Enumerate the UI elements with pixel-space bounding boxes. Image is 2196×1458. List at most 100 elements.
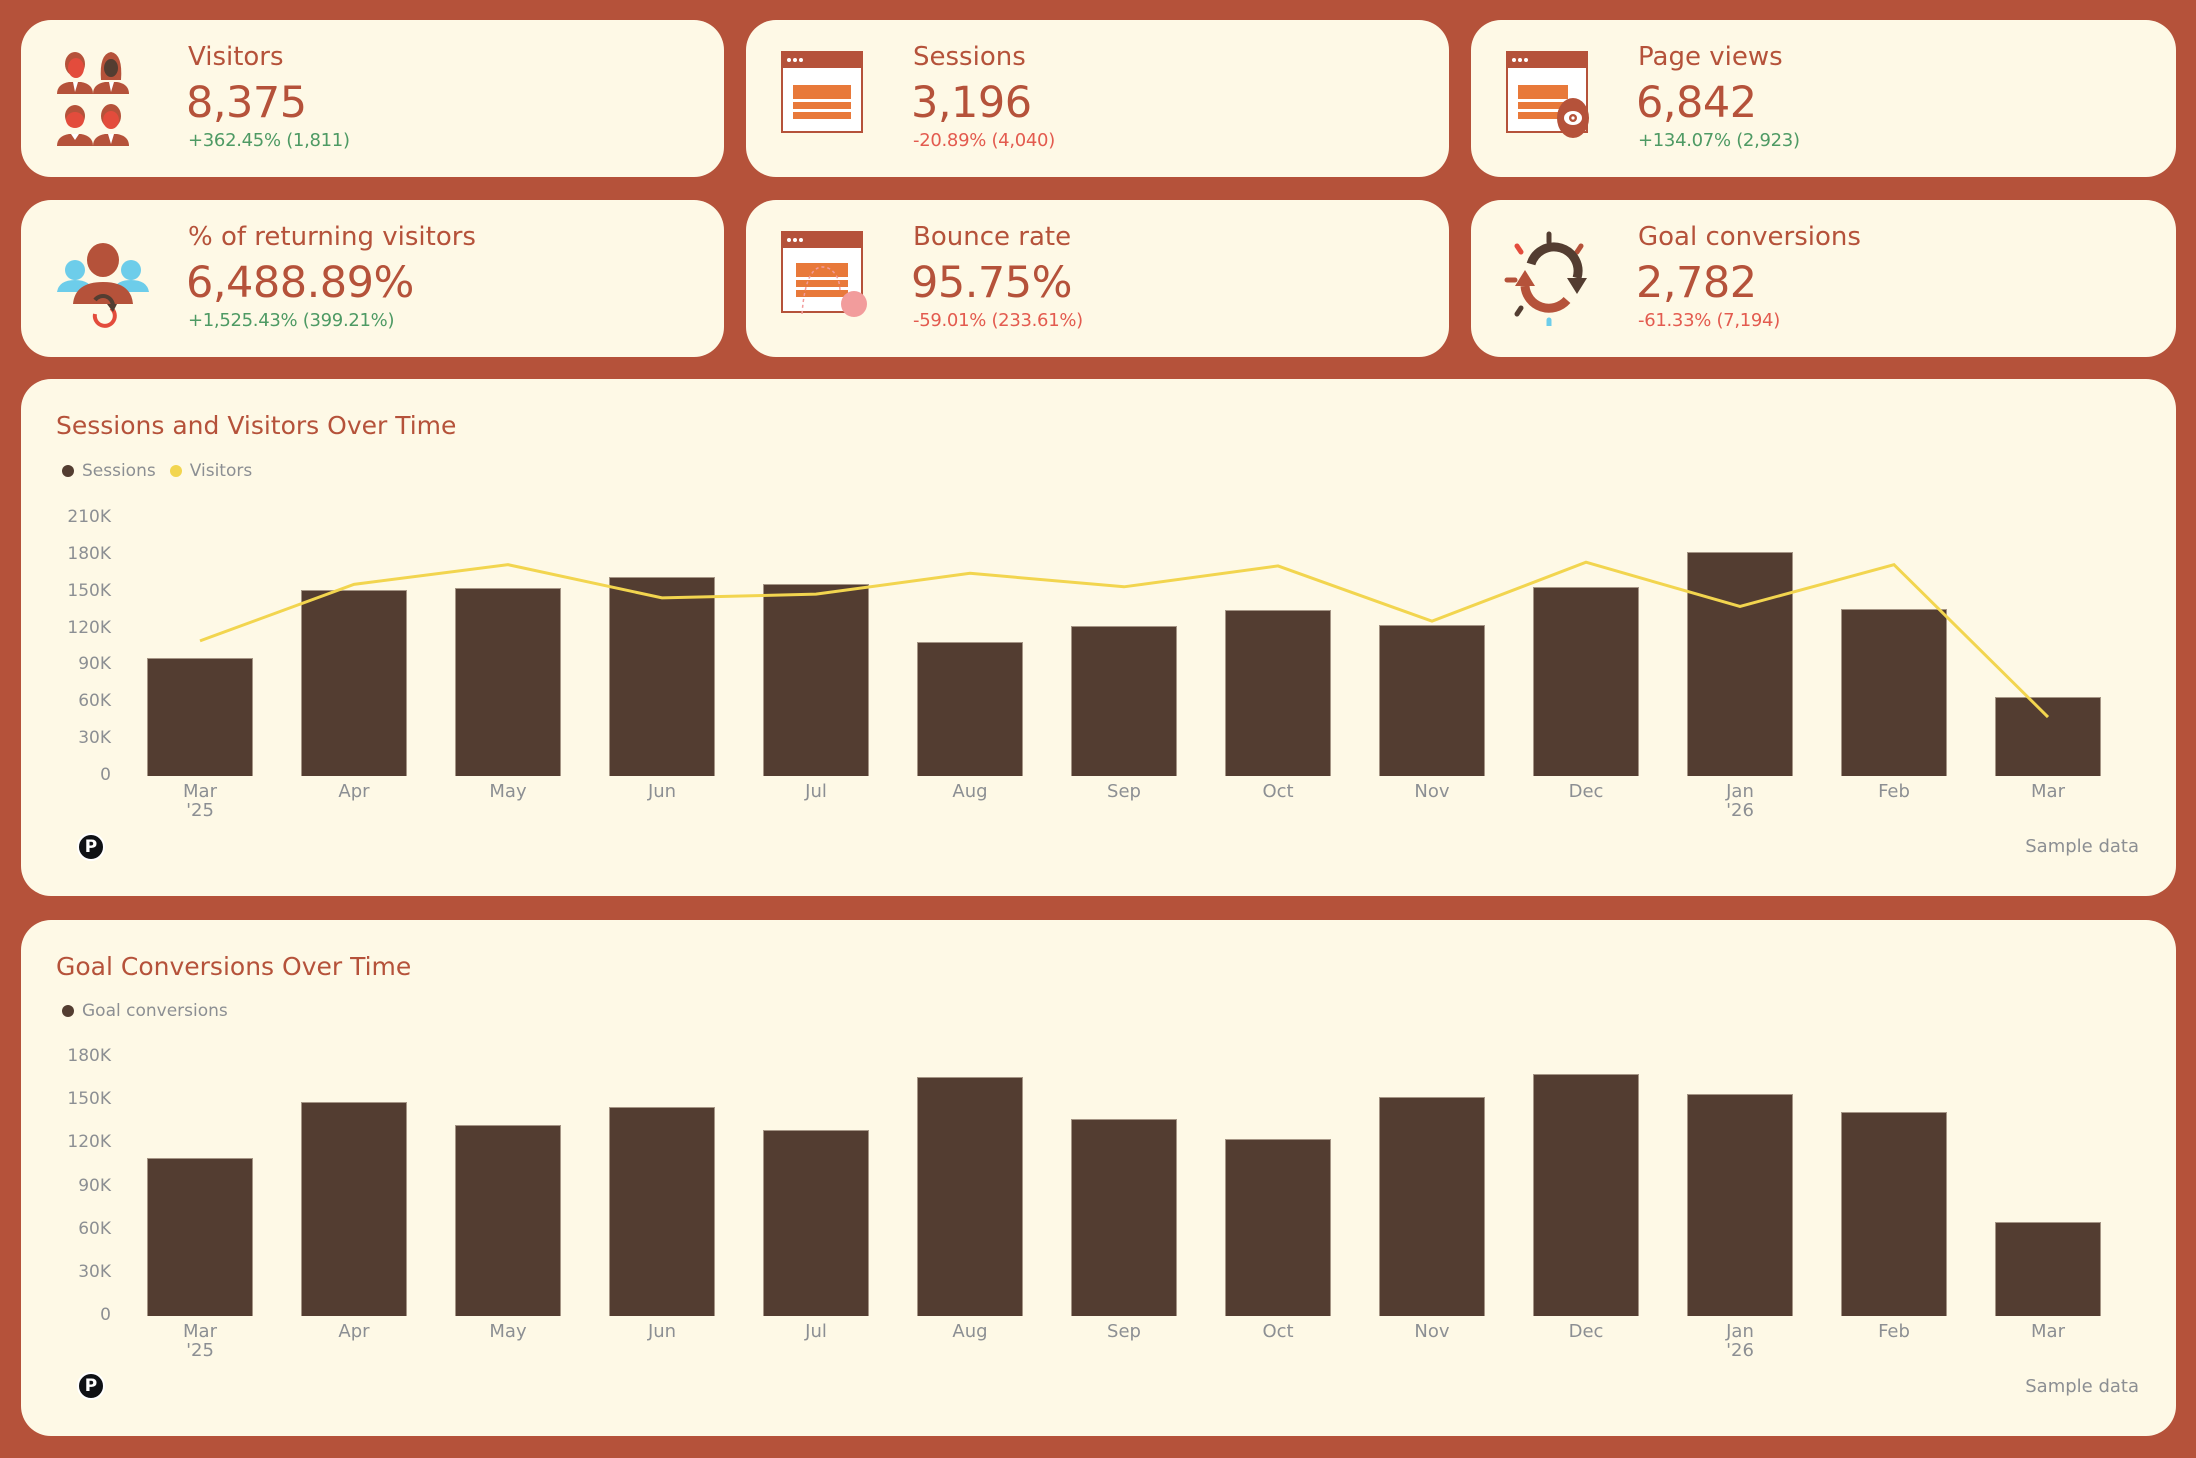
chart-bar[interactable]: [1379, 624, 1485, 776]
returning-users-icon: [57, 243, 149, 328]
people-group-icon: [57, 52, 129, 146]
y-axis-tick: 150K: [67, 580, 111, 601]
refresh-cycle-icon: [1504, 231, 1587, 326]
kpi-value: 95.75%: [911, 258, 1072, 308]
y-axis-tick: 60K: [78, 691, 111, 712]
kpi-label: Goal conversions: [1638, 222, 1861, 252]
x-axis-tick: Apr: [338, 1321, 370, 1342]
x-axis-tick: Aug: [952, 781, 988, 802]
brand-logo-icon[interactable]: P: [77, 833, 105, 861]
legend-label: Visitors: [189, 461, 253, 481]
y-axis-tick: 90K: [78, 1175, 111, 1196]
kpi-card-sessions: Sessions 3,196 -20.89% (4,040): [746, 20, 1449, 177]
visitors-line[interactable]: [21, 379, 2176, 896]
brand-logo-icon[interactable]: P: [77, 1372, 105, 1400]
legend-item-sessions[interactable]: Sessions: [62, 461, 156, 481]
x-axis-tick: Jul: [805, 781, 827, 802]
kpi-label: % of returning visitors: [188, 222, 476, 252]
chart-bar[interactable]: [763, 584, 869, 776]
y-axis-tick: 120K: [67, 1132, 111, 1153]
chart-bar[interactable]: [917, 1077, 1023, 1316]
kpi-value: 6,842: [1636, 78, 1757, 128]
browser-eye-icon: [1506, 51, 1589, 138]
chart-bar[interactable]: [1533, 586, 1639, 776]
kpi-delta: -59.01% (233.61%): [913, 310, 1083, 331]
x-axis-tick: Oct: [1262, 781, 1294, 802]
x-axis-tick: May: [489, 1321, 527, 1342]
goal-conversions-chart-card: Goal Conversions Over Time Goal conversi…: [21, 920, 2176, 1436]
y-axis-tick: 180K: [67, 1046, 111, 1066]
chart-bar[interactable]: [1995, 697, 2101, 776]
chart-bar[interactable]: [455, 588, 561, 776]
x-axis-tick: Mar: [2031, 781, 2065, 802]
x-axis-tick: Jan '26: [1726, 1321, 1754, 1361]
chart-bar[interactable]: [917, 642, 1023, 776]
chart-bar[interactable]: [1533, 1074, 1639, 1316]
chart-bar[interactable]: [147, 658, 253, 776]
x-axis-tick: Aug: [952, 1321, 988, 1342]
chart-bar[interactable]: [609, 1107, 715, 1316]
y-axis-tick: 120K: [67, 617, 111, 638]
x-axis-tick: Jan '26: [1726, 781, 1754, 821]
x-axis-tick: Feb: [1878, 781, 1910, 802]
legend-dot-icon: [169, 465, 182, 477]
x-axis-tick: Mar '25: [183, 781, 217, 821]
kpi-delta: +362.45% (1,811): [188, 130, 350, 151]
chart-bar[interactable]: [609, 576, 715, 776]
kpi-value: 3,196: [911, 78, 1032, 128]
legend-item-goal-conversions[interactable]: Goal conversions: [62, 1001, 228, 1021]
y-axis-tick: 150K: [67, 1089, 111, 1110]
kpi-card-returning-visitors: % of returning visitors 6,488.89% +1,525…: [21, 200, 724, 357]
y-axis-tick: 30K: [78, 728, 111, 749]
chart-bar[interactable]: [301, 590, 407, 776]
y-axis-tick: 180K: [67, 543, 111, 564]
x-axis-tick: Sep: [1107, 781, 1141, 802]
x-axis-tick: Sep: [1107, 1321, 1141, 1342]
x-axis-tick: Jun: [647, 1321, 677, 1342]
legend-label: Sessions: [82, 461, 156, 481]
x-axis-tick: Feb: [1878, 1321, 1910, 1342]
chart-bar[interactable]: [1071, 626, 1177, 776]
kpi-label: Bounce rate: [913, 222, 1072, 252]
chart-legend: Goal conversions: [62, 1001, 228, 1021]
kpi-delta: -61.33% (7,194): [1638, 310, 1780, 331]
x-axis-tick: Jun: [647, 781, 677, 802]
x-axis-tick: Mar: [2031, 1321, 2065, 1342]
kpi-card-visitors: Visitors 8,375 +362.45% (1,811): [21, 20, 724, 177]
chart-plot-area[interactable]: 0 30K 60K 90K 120K 150K 180K 210K Mar '25 Apr May Ju…: [21, 379, 2176, 896]
x-axis-tick: May: [489, 781, 527, 802]
chart-bar[interactable]: [1841, 608, 1947, 776]
y-axis-tick: 0: [100, 765, 111, 785]
chart-bar[interactable]: [1687, 552, 1793, 776]
kpi-label: Sessions: [913, 42, 1026, 72]
y-axis-tick: 210K: [67, 507, 111, 527]
kpi-value: 2,782: [1636, 258, 1757, 308]
sample-data-label: Sample data: [2025, 1376, 2139, 1397]
chart-bar[interactable]: [301, 1101, 407, 1316]
chart-bar[interactable]: [1071, 1118, 1177, 1316]
chart-bar[interactable]: [763, 1130, 869, 1316]
x-axis-tick: Apr: [338, 781, 370, 802]
y-axis-tick: 0: [100, 1305, 111, 1325]
x-axis-tick: Nov: [1414, 781, 1450, 802]
chart-bar[interactable]: [147, 1157, 253, 1316]
chart-bar[interactable]: [1225, 1139, 1331, 1316]
legend-label: Goal conversions: [82, 1001, 228, 1021]
chart-bar[interactable]: [1225, 610, 1331, 776]
legend-dot-icon: [62, 1005, 74, 1017]
legend-item-visitors[interactable]: Visitors: [169, 461, 253, 481]
chart-title: Goal Conversions Over Time: [56, 952, 412, 981]
x-axis-tick: Jul: [805, 1321, 827, 1342]
chart-legend: Sessions Visitors: [62, 461, 252, 481]
browser-bounce-icon: [781, 231, 867, 317]
chart-bar[interactable]: [1841, 1111, 1947, 1316]
chart-bar[interactable]: [1379, 1097, 1485, 1316]
x-axis-tick: Oct: [1262, 1321, 1294, 1342]
y-axis-tick: 30K: [78, 1261, 111, 1282]
chart-plot-area[interactable]: 0 30K 60K 90K 120K 150K 180K Mar '25 Apr May Jun Jul…: [21, 920, 2176, 1436]
chart-bar[interactable]: [455, 1124, 561, 1316]
kpi-label: Page views: [1638, 42, 1783, 72]
kpi-value: 8,375: [186, 78, 307, 128]
chart-bar[interactable]: [1995, 1222, 2101, 1316]
chart-bar[interactable]: [1687, 1094, 1793, 1316]
